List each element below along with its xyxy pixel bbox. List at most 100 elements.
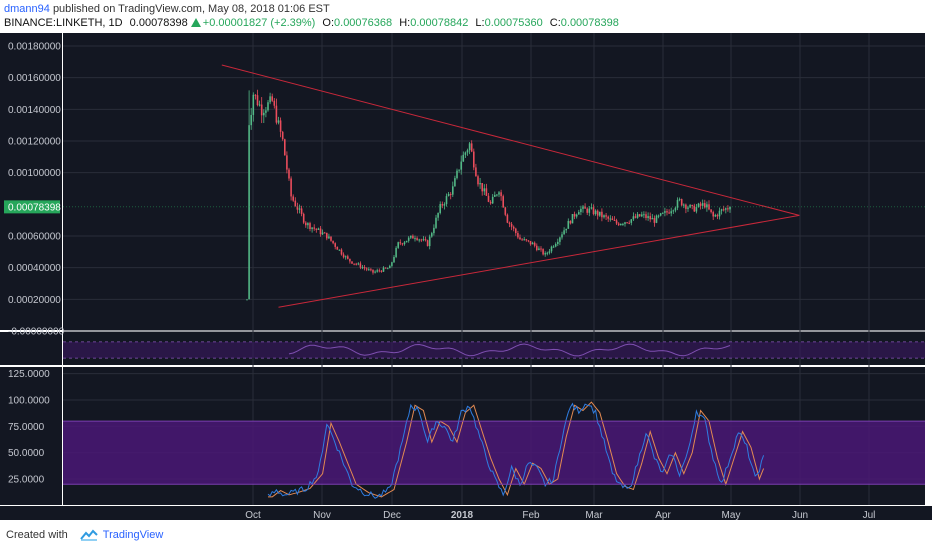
candle-body	[523, 239, 525, 241]
candle-body	[410, 235, 412, 238]
candle-body	[641, 214, 643, 217]
candle-body	[468, 143, 471, 151]
candle-body	[269, 96, 271, 103]
candle-body	[706, 204, 708, 208]
candle-body	[729, 206, 731, 210]
candle-body	[546, 252, 549, 254]
price-axis[interactable]	[0, 33, 62, 330]
candle-body	[533, 242, 536, 246]
candle-body	[302, 213, 305, 223]
candle-body	[485, 188, 488, 196]
candle-body	[334, 243, 336, 247]
high-label: H:	[399, 17, 411, 29]
candle-body	[439, 204, 441, 213]
candle-body	[590, 207, 593, 209]
low-value: 0.00075360	[484, 17, 543, 29]
candle-body	[512, 226, 515, 229]
candle-body	[307, 223, 309, 226]
candle-body	[248, 125, 250, 300]
candle-body	[376, 270, 378, 272]
time-tick-label: Jul	[863, 510, 876, 520]
low-label: L:	[475, 17, 485, 29]
candle-body	[290, 178, 292, 197]
candle-body	[521, 239, 523, 241]
candle-body	[393, 256, 395, 263]
candle-body	[456, 170, 458, 179]
candle-body	[527, 240, 530, 242]
candle-body	[565, 228, 567, 231]
candle-body	[365, 268, 368, 270]
rsi-band	[63, 342, 925, 358]
candle-body	[573, 213, 576, 217]
candle-body	[714, 214, 717, 217]
author-link[interactable]: dmann94	[4, 3, 50, 15]
time-tick-label: Oct	[245, 510, 261, 520]
candle-body	[309, 223, 311, 229]
candle-body	[355, 263, 357, 265]
candle-body	[611, 218, 614, 220]
candle-body	[361, 267, 364, 269]
candle-body	[515, 228, 517, 234]
candle-body	[504, 207, 507, 215]
price-tick-label: 0.00040000	[8, 263, 61, 274]
candle-body	[475, 167, 477, 177]
candle-body	[454, 178, 456, 187]
candle-body	[491, 196, 494, 204]
candle-body	[273, 100, 276, 106]
candle-body	[403, 242, 406, 245]
candle-body	[536, 245, 538, 251]
candle-body	[567, 220, 570, 229]
candle-body	[519, 237, 521, 240]
candle-body	[668, 212, 670, 214]
price-tick-label: 0.00020000	[8, 295, 61, 306]
price-chart[interactable]: 0.00180000 0.00160000 0.00140000 0.00120000…	[0, 33, 932, 520]
candle-body	[630, 219, 633, 223]
candle-body	[260, 104, 263, 116]
stoch-axis[interactable]	[0, 367, 62, 505]
candle-body	[620, 223, 622, 226]
candle-body	[443, 204, 446, 206]
time-tick-label: Jun	[792, 510, 808, 520]
candle-body	[382, 267, 385, 272]
candle-body	[659, 213, 662, 216]
candle-body	[458, 169, 460, 171]
candle-body	[645, 214, 647, 218]
candle-body	[464, 152, 467, 155]
candle-body	[374, 271, 376, 273]
candle-body	[292, 196, 294, 201]
last-price: 0.00078398	[129, 17, 188, 29]
candle-body	[399, 242, 402, 244]
candle-body	[386, 268, 389, 270]
candle-body	[720, 209, 723, 211]
candle-body	[256, 95, 259, 106]
candle-body	[428, 236, 431, 247]
price-tick-label: 0.00160000	[8, 73, 61, 84]
candle-body	[704, 203, 706, 208]
candle-body	[624, 222, 626, 224]
candle-body	[580, 208, 582, 213]
candle-body	[584, 206, 586, 209]
tradingview-link[interactable]: TradingView	[72, 529, 163, 541]
close-label: C:	[549, 17, 561, 29]
time-tick-label: Dec	[383, 510, 401, 520]
candle-body	[517, 233, 519, 238]
candle-body	[601, 211, 603, 218]
candle-body	[725, 208, 727, 210]
candle-body	[678, 199, 681, 201]
candle-body	[569, 220, 572, 224]
candle-body	[452, 186, 454, 195]
candle-body	[666, 211, 668, 213]
last-price-axis-label: 0.00078398	[8, 202, 61, 213]
candle-body	[651, 217, 654, 220]
time-axis[interactable]	[0, 506, 932, 520]
candle-body	[655, 215, 658, 223]
main-pane[interactable]	[63, 33, 925, 330]
candle-body	[563, 230, 565, 235]
candle-body	[676, 199, 679, 208]
candle-body	[699, 203, 702, 206]
candle-body	[542, 249, 544, 255]
candle-body	[712, 212, 714, 217]
candle-body	[344, 256, 347, 258]
open-label: O:	[322, 17, 335, 29]
candle-body	[693, 205, 696, 212]
